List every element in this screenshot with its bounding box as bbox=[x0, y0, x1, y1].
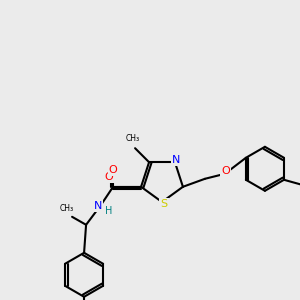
Text: CH₃: CH₃ bbox=[126, 134, 140, 143]
Text: O: O bbox=[105, 172, 113, 182]
Text: O: O bbox=[221, 166, 230, 176]
Text: H: H bbox=[105, 206, 113, 216]
Text: N: N bbox=[94, 201, 102, 211]
Text: N: N bbox=[172, 155, 180, 165]
Text: S: S bbox=[160, 199, 168, 209]
Text: O: O bbox=[109, 165, 118, 175]
Text: CH₃: CH₃ bbox=[60, 204, 74, 213]
